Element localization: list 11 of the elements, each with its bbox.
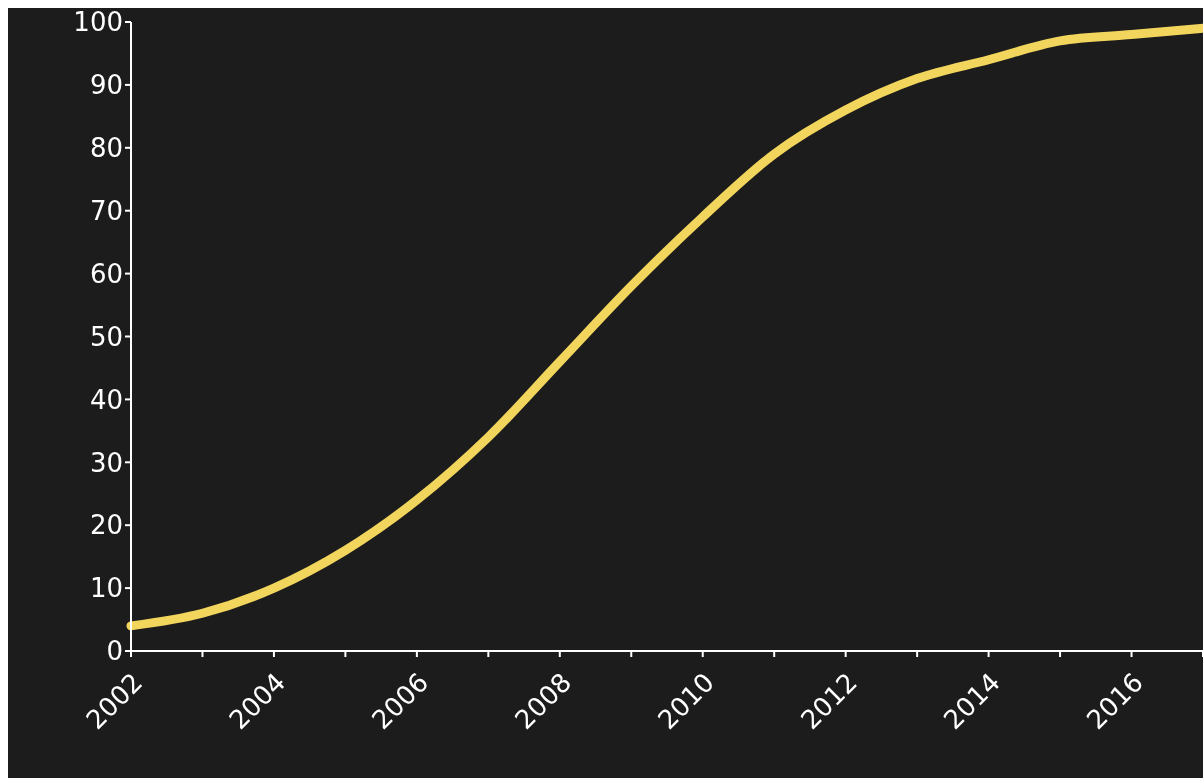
y-tick-label: 80 (89, 133, 123, 164)
y-tick-label: 90 (89, 70, 123, 101)
y-tick-label: 10 (89, 573, 123, 604)
y-tick-label: 100 (73, 7, 123, 38)
y-tick-label: 60 (89, 258, 123, 289)
y-tick-label: 70 (89, 195, 123, 226)
y-tick-label: 40 (89, 384, 123, 415)
y-tick-label: 50 (89, 321, 123, 352)
y-tick-label: 20 (89, 510, 123, 541)
y-tick-label: 30 (89, 447, 123, 478)
y-tick-label: 0 (106, 636, 123, 667)
